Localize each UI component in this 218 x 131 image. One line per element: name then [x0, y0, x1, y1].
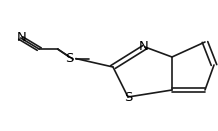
Text: N: N	[17, 31, 27, 44]
Text: S: S	[124, 91, 132, 104]
Text: S: S	[66, 52, 74, 65]
Text: N: N	[139, 40, 149, 53]
